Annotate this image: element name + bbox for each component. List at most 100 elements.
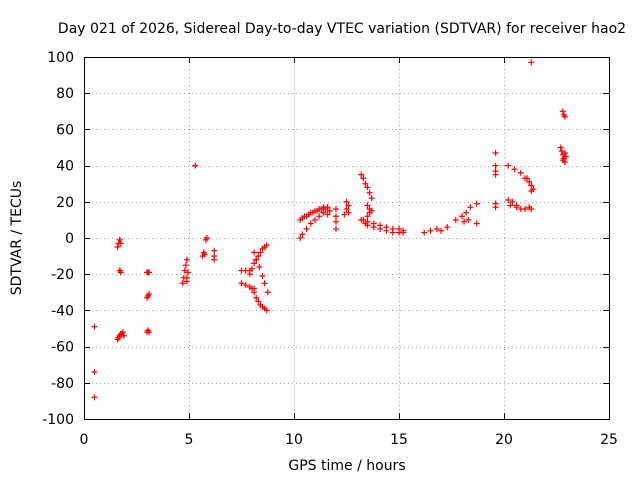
data-point [473, 200, 480, 207]
data-point [370, 224, 377, 231]
data-point [246, 271, 253, 278]
data-point [364, 202, 371, 209]
data-point [238, 280, 245, 287]
data-point [463, 209, 470, 216]
data-point [492, 204, 499, 211]
data-point [181, 267, 188, 274]
data-point [256, 263, 263, 270]
data-point [345, 202, 352, 209]
data-point [146, 291, 153, 298]
data-point [524, 175, 531, 182]
data-point [251, 289, 258, 296]
data-point [559, 108, 566, 115]
data-point [559, 157, 566, 164]
data-point [333, 213, 339, 220]
data-point [368, 207, 375, 214]
data-point [249, 265, 255, 272]
data-point [358, 171, 365, 178]
data-point [264, 289, 271, 296]
data-point [333, 218, 339, 225]
data-point [528, 206, 535, 213]
data-point [364, 222, 371, 229]
data-point [146, 329, 153, 336]
data-point [261, 280, 268, 287]
data-point [505, 196, 512, 203]
data-point [183, 256, 190, 263]
y-tick-label: 40 [56, 159, 74, 175]
data-point [459, 213, 465, 220]
data-point [561, 149, 568, 156]
x-tick-label: 10 [285, 432, 303, 448]
data-point [324, 211, 331, 218]
data-point [421, 229, 428, 236]
data-point [528, 187, 535, 194]
data-point [251, 260, 258, 267]
data-point [117, 240, 124, 247]
data-point [91, 323, 98, 330]
x-tick-labels: 0 5 10 15 20 25 [80, 432, 618, 448]
grid [84, 57, 609, 419]
axis-ticks [84, 57, 610, 420]
data-point [333, 206, 339, 213]
data-point [358, 216, 365, 223]
data-point [255, 253, 262, 260]
data-point [303, 225, 310, 232]
data-point [253, 256, 260, 263]
data-point [333, 225, 339, 232]
data-point [297, 235, 304, 241]
data-point [326, 207, 333, 214]
data-point [320, 209, 327, 216]
chart-title: Day 021 of 2026, Sidereal Day-to-day VTE… [58, 21, 626, 37]
y-tick-label: 20 [56, 195, 74, 211]
data-point [259, 273, 266, 280]
data-point [528, 182, 535, 189]
data-point [116, 236, 123, 243]
x-tick-label: 25 [600, 432, 618, 448]
data-point [452, 216, 459, 223]
data-point [364, 184, 371, 191]
data-point [465, 216, 472, 223]
data-point [400, 229, 407, 236]
data-point [383, 227, 390, 234]
data-point [184, 269, 191, 276]
y-tick-label: -60 [51, 340, 74, 356]
data-point [307, 220, 314, 227]
x-tick-label: 15 [390, 432, 408, 448]
data-point [517, 169, 524, 176]
data-point [492, 149, 499, 156]
data-point [389, 229, 396, 236]
data-point [364, 213, 371, 220]
data-point [316, 206, 323, 213]
data-point [203, 235, 210, 241]
data-point [473, 220, 480, 227]
data-point [377, 225, 384, 232]
x-tick-label: 5 [185, 432, 194, 448]
data-point [324, 204, 331, 211]
data-point [438, 227, 444, 234]
x-tick-label: 0 [80, 432, 89, 448]
data-point [558, 148, 565, 155]
data-point [251, 249, 258, 256]
data-point [316, 213, 323, 220]
data-points [91, 59, 569, 401]
data-point [513, 204, 520, 211]
data-point [120, 332, 127, 339]
data-point [201, 251, 208, 258]
x-tick-label: 20 [495, 432, 513, 448]
data-point [312, 207, 318, 214]
y-tick-label: -80 [51, 376, 74, 392]
y-tick-label: 0 [65, 231, 74, 247]
data-point [303, 213, 310, 220]
data-point [114, 244, 121, 251]
y-tick-label: -20 [51, 267, 74, 283]
data-point [183, 278, 190, 285]
data-point [179, 280, 186, 287]
data-point [253, 294, 260, 301]
data-point [146, 269, 153, 276]
data-point [263, 307, 270, 314]
data-point [366, 189, 373, 196]
data-point [360, 175, 367, 182]
data-point [211, 256, 218, 263]
data-point [492, 171, 499, 178]
